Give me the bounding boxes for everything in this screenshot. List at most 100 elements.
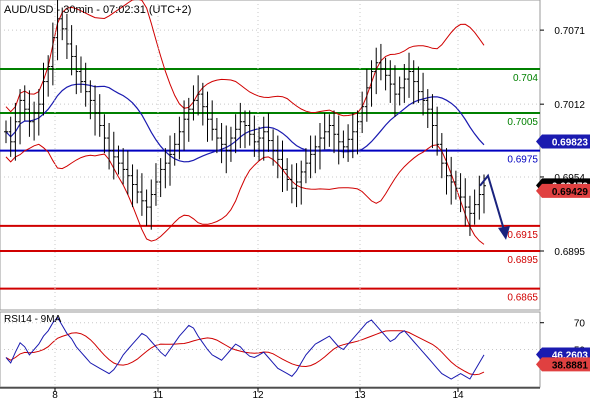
price-bar [289, 164, 294, 204]
level-label: 0.6895 [507, 255, 538, 266]
price-bar [196, 75, 201, 116]
price-bar [294, 163, 299, 208]
price-bar [439, 133, 444, 179]
rsi-tag-box [536, 357, 590, 372]
price-bar [200, 82, 205, 126]
price-tag: 0.69823 [536, 134, 590, 149]
price-bar [205, 91, 210, 142]
price-bar [93, 85, 98, 136]
price-bar [135, 169, 140, 204]
rsi-title: RSI14 - 9MA [4, 314, 62, 325]
price-bar [153, 163, 158, 206]
price-bar [407, 52, 412, 98]
price-bar [149, 179, 154, 230]
price-bar [271, 129, 276, 166]
price-bar [444, 148, 449, 195]
price-bar [350, 112, 355, 159]
price-bar [458, 173, 463, 213]
price-bar [191, 85, 196, 121]
price-bar [364, 69, 369, 122]
price-bar [13, 102, 18, 161]
price-tag-label: 0.69429 [552, 187, 589, 198]
price-bar [186, 97, 191, 142]
price-bar [421, 72, 426, 116]
level-label: 0.7005 [507, 117, 538, 128]
level-label: 0.704 [513, 73, 538, 84]
time-tick-label: 13 [354, 390, 366, 400]
level-label: 0.6865 [507, 293, 538, 304]
price-bar [313, 135, 318, 174]
price-tick-label: 0.7071 [554, 26, 585, 37]
bollinger-upper [5, 0, 485, 117]
price-bar [252, 115, 257, 157]
price-bar [280, 140, 285, 193]
price-bar [472, 189, 477, 225]
price-bar [336, 115, 341, 165]
price-bar [463, 178, 468, 226]
price-bar [266, 112, 271, 152]
price-panel: 0.704 0.7005 0.6975 0.6915 0.6895 0.6865 AUD/… [0, 0, 541, 311]
price-bar [83, 62, 88, 107]
price-bar [449, 156, 454, 205]
price-tag-box [536, 183, 590, 198]
time-tick-label: 12 [252, 390, 264, 400]
price-bar [238, 102, 243, 149]
price-bar [88, 80, 93, 120]
price-bar [247, 110, 252, 146]
price-bar [50, 22, 55, 86]
price-bar [322, 112, 327, 150]
price-bar [411, 60, 416, 105]
chart-title: AUD/USD - 30min - 07:02:31 (UTC+2) [4, 4, 191, 16]
price-bar [228, 126, 233, 162]
price-bar [168, 135, 173, 186]
price-bar [125, 150, 130, 195]
price-bar [121, 148, 126, 185]
rsi-tick-label: 70 [574, 319, 586, 330]
bollinger-lower [5, 143, 485, 245]
price-tag-box [536, 134, 590, 149]
price-bar [332, 110, 337, 154]
price-bar [116, 145, 121, 175]
price-bar [308, 135, 313, 179]
price-bar [107, 122, 112, 170]
price-bar [163, 148, 168, 189]
price-bar [182, 100, 187, 151]
price-bar [177, 116, 182, 160]
price-bar [32, 101, 37, 141]
price-bar [378, 43, 383, 81]
price-bar [467, 195, 472, 236]
price-bar [210, 100, 215, 141]
price-bar [78, 56, 83, 93]
price-bar [4, 120, 8, 144]
price-bar [27, 90, 32, 137]
price-bar [388, 60, 393, 103]
price-bar [102, 114, 107, 154]
price-bar [341, 130, 346, 159]
price-bar [257, 126, 262, 161]
price-bar [416, 66, 421, 103]
price-bar [36, 89, 41, 136]
rsi-line [5, 316, 485, 380]
price-tag-label: 0.69823 [552, 137, 589, 148]
price-bar [374, 47, 379, 95]
price-bar [111, 131, 116, 180]
rsi-tag-label: 46.2603 [552, 351, 589, 362]
price-bar [355, 110, 360, 155]
time-axis: 8 11 12 13 14 [0, 0, 540, 400]
price-tag: 0.69429 [536, 183, 590, 198]
price-tick-label: 0.7012 [554, 100, 585, 111]
price-bar [233, 114, 238, 154]
projection-line [479, 173, 505, 231]
price-bar [346, 124, 351, 162]
price-bar [74, 45, 79, 95]
price-bar [97, 94, 102, 137]
price-bar [172, 133, 177, 166]
level-label: 0.6975 [507, 155, 538, 166]
price-bar [317, 122, 322, 170]
price-bar [144, 189, 149, 226]
projection-arrowhead [498, 225, 510, 240]
price-bar [383, 57, 388, 91]
price-bar [214, 117, 219, 154]
level-label: 0.6915 [507, 230, 538, 241]
